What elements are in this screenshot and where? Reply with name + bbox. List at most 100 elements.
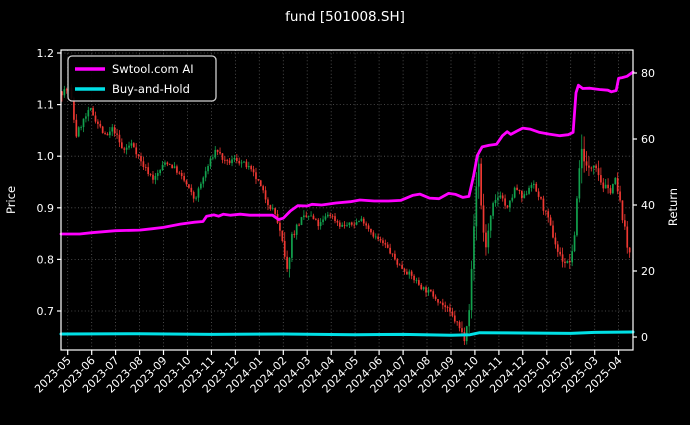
candle-body bbox=[470, 268, 473, 311]
return-tick-label: 40 bbox=[641, 199, 655, 212]
candle-body bbox=[89, 108, 92, 111]
candle-body bbox=[602, 182, 605, 189]
candle-body bbox=[482, 205, 485, 233]
candle-body bbox=[408, 271, 411, 275]
candle-body bbox=[439, 302, 442, 304]
candle-body bbox=[564, 261, 566, 264]
candle-body bbox=[176, 166, 178, 173]
candle-body bbox=[413, 275, 415, 281]
candle-body bbox=[576, 198, 578, 236]
candle-body bbox=[453, 315, 456, 322]
chart-title: fund [501008.SH] bbox=[285, 9, 405, 25]
candle-body bbox=[556, 244, 559, 252]
candle-body bbox=[197, 188, 200, 198]
candle-body bbox=[406, 271, 408, 275]
candle-body bbox=[394, 253, 396, 260]
candle-body bbox=[604, 184, 607, 189]
candle-body bbox=[245, 161, 248, 168]
candle-body bbox=[475, 186, 478, 227]
price-tick-label: 1.0 bbox=[37, 150, 55, 163]
candle-body bbox=[362, 218, 365, 224]
candle-body bbox=[255, 172, 257, 180]
candle-body bbox=[401, 265, 403, 269]
candle-body bbox=[247, 166, 250, 168]
candle-body bbox=[188, 184, 190, 188]
candle-body bbox=[497, 197, 499, 200]
candle-body bbox=[209, 158, 212, 167]
candle-body bbox=[195, 197, 197, 199]
candle-body bbox=[233, 157, 236, 160]
buy-and-hold-line bbox=[59, 330, 635, 337]
candle-body bbox=[480, 163, 482, 206]
candle-body bbox=[542, 198, 545, 211]
candle-body bbox=[171, 164, 173, 169]
candle-body bbox=[554, 237, 557, 245]
candle-body bbox=[149, 173, 152, 175]
return-tick-label: 0 bbox=[641, 331, 648, 344]
candle-body bbox=[334, 216, 336, 221]
candle-body bbox=[221, 153, 224, 160]
candle-body bbox=[336, 221, 339, 223]
candle-body bbox=[286, 256, 288, 269]
candle-body bbox=[566, 261, 569, 264]
price-tick-label: 0.9 bbox=[37, 202, 55, 215]
candle-body bbox=[382, 240, 384, 244]
left-axis-label: Price bbox=[4, 186, 18, 214]
candle-body bbox=[374, 236, 377, 238]
candle-body bbox=[600, 175, 602, 183]
candle-body bbox=[262, 186, 265, 191]
candle-body bbox=[178, 172, 181, 174]
candle-body bbox=[384, 243, 387, 245]
candle-body bbox=[338, 222, 341, 227]
candle-body bbox=[614, 177, 617, 184]
candle-body bbox=[140, 155, 142, 162]
candle-body bbox=[113, 127, 116, 134]
candle-body bbox=[621, 200, 624, 221]
candle-body bbox=[463, 332, 466, 342]
candle-body bbox=[568, 261, 571, 263]
candle-body bbox=[154, 175, 157, 180]
candle-body bbox=[537, 191, 540, 197]
candle-body bbox=[92, 108, 94, 116]
candle-body bbox=[219, 151, 221, 154]
candle-body bbox=[99, 123, 102, 127]
candle-body bbox=[398, 264, 401, 266]
candle-body bbox=[238, 161, 241, 164]
candle-body bbox=[372, 232, 375, 237]
candle-body bbox=[573, 235, 576, 252]
candle-body bbox=[516, 187, 518, 190]
candle-body bbox=[264, 190, 267, 200]
candle-body bbox=[228, 160, 231, 164]
candle-body bbox=[456, 321, 459, 323]
candle-body bbox=[578, 168, 581, 199]
candle-body bbox=[101, 126, 104, 133]
candle-body bbox=[279, 222, 281, 231]
candle-body bbox=[446, 307, 449, 308]
candle-body bbox=[492, 203, 494, 216]
candle-body bbox=[377, 236, 379, 240]
candle-body bbox=[473, 226, 475, 269]
candle-body bbox=[77, 127, 80, 137]
candle-body bbox=[207, 166, 209, 172]
candle-body bbox=[166, 162, 169, 165]
candle-body bbox=[200, 183, 202, 189]
candle-body bbox=[324, 216, 327, 220]
candle-body bbox=[315, 219, 317, 221]
candle-body bbox=[348, 222, 351, 225]
candle-body bbox=[595, 165, 597, 169]
candle-body bbox=[271, 208, 274, 209]
candle-body bbox=[415, 280, 418, 281]
candle-body bbox=[429, 289, 432, 292]
candle-body bbox=[441, 302, 444, 306]
candle-body bbox=[204, 171, 207, 178]
candle-body bbox=[461, 328, 463, 333]
price-tick-label: 0.8 bbox=[37, 253, 55, 266]
candle-body bbox=[65, 89, 68, 91]
candle-body bbox=[449, 307, 451, 312]
candle-body bbox=[389, 247, 391, 254]
candle-body bbox=[367, 225, 370, 229]
candle-body bbox=[552, 225, 554, 238]
candle-body bbox=[432, 291, 435, 297]
candle-body bbox=[310, 215, 312, 217]
candle-body bbox=[164, 162, 166, 165]
